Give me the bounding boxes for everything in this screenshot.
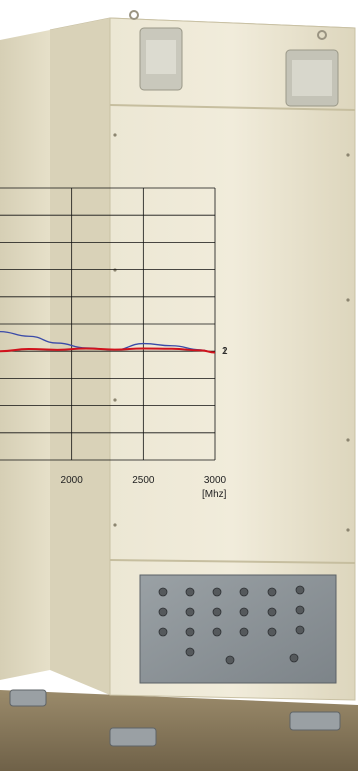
lifting-eyes	[129, 10, 327, 40]
x-tick-label: 2500	[132, 475, 155, 486]
cabinet-feet	[9, 689, 341, 747]
cabinet-left-side	[0, 30, 50, 680]
series-label: 1	[222, 345, 228, 357]
x-tick-label: 3000	[203, 475, 227, 486]
chart	[0, 187, 216, 461]
front-screws	[113, 133, 350, 532]
bracket-right	[285, 49, 339, 107]
cabinet-left-face	[50, 18, 110, 695]
connectors	[158, 585, 305, 665]
bracket-left	[139, 27, 183, 91]
cabinet-front	[109, 17, 356, 701]
front-top-seam	[109, 104, 356, 111]
x-tick-label: 2000	[60, 475, 83, 486]
series-label: 2	[222, 345, 228, 357]
x-unit-label: [Mhz]	[202, 489, 227, 500]
front-lower-seam	[109, 559, 356, 564]
connector-panel	[139, 574, 337, 684]
floor	[0, 690, 358, 771]
series-line-2	[0, 347, 216, 354]
